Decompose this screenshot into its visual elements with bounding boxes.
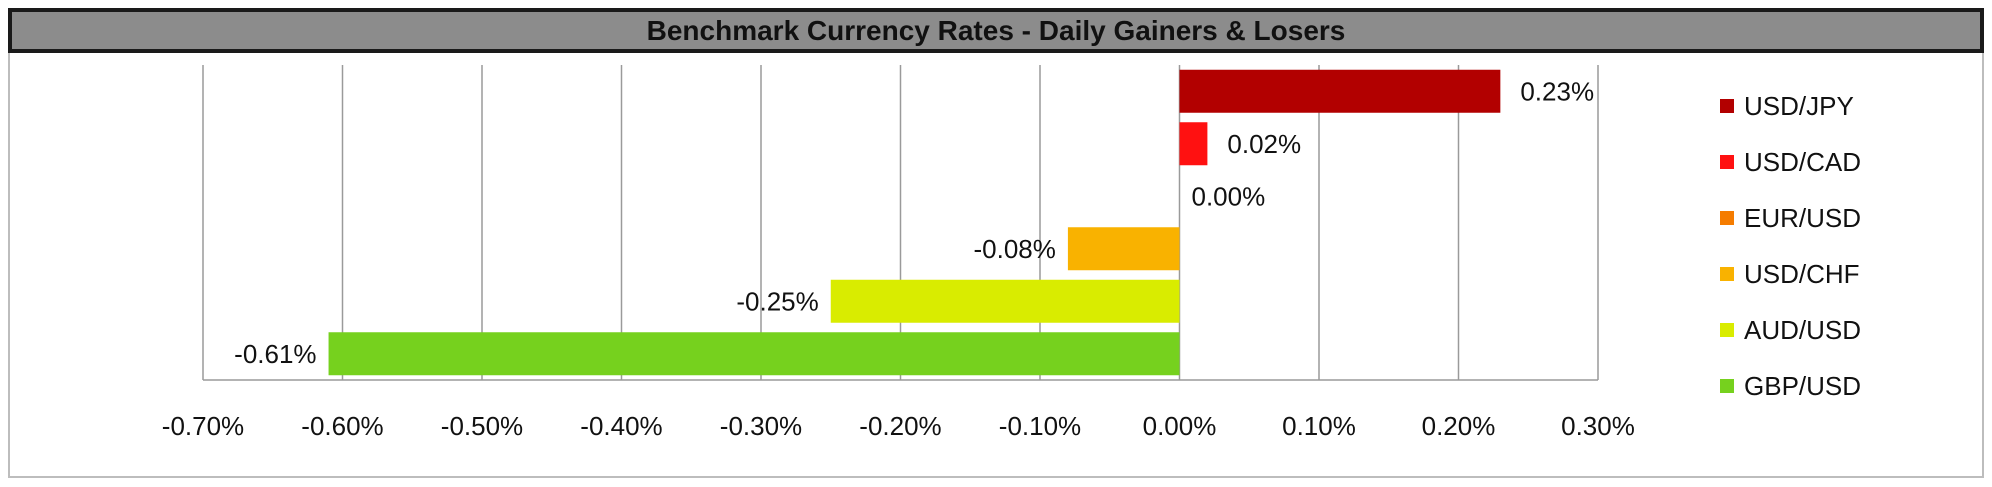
legend-item: USD/JPY [1720, 78, 1980, 134]
x-tick-label: 0.20% [1422, 411, 1496, 441]
legend-label: AUD/USD [1744, 314, 1862, 345]
legend-label: USD/CHF [1744, 258, 1860, 289]
legend-swatch [1720, 379, 1734, 393]
chart-title: Benchmark Currency Rates - Daily Gainers… [646, 14, 1346, 46]
x-tick-label: -0.20% [859, 411, 941, 441]
legend-swatch [1720, 323, 1734, 337]
legend-label: USD/CAD [1744, 146, 1862, 177]
legend-swatch [1720, 211, 1734, 225]
bar [1067, 227, 1180, 271]
x-tick-label: -0.60% [301, 411, 383, 441]
legend-swatch [1720, 267, 1734, 281]
legend-item: USD/CAD [1720, 134, 1980, 190]
x-tick-label: 0.10% [1282, 411, 1356, 441]
data-label: -0.08% [974, 234, 1056, 264]
x-tick-label: -0.70% [162, 411, 244, 441]
legend-label: USD/JPY [1744, 90, 1854, 121]
data-label: -0.25% [736, 286, 818, 316]
x-tick-label: 0.30% [1561, 411, 1635, 441]
legend-item: GBP/USD [1720, 358, 1980, 414]
legend-item: AUD/USD [1720, 302, 1980, 358]
bar [328, 332, 1180, 376]
x-tick-label: -0.30% [720, 411, 802, 441]
gridlines [202, 65, 1599, 381]
data-label: -0.61% [234, 339, 316, 369]
chart-frame [8, 53, 1984, 478]
legend-label: EUR/USD [1744, 202, 1862, 233]
data-label: 0.02% [1227, 129, 1301, 159]
legend-swatch [1720, 155, 1734, 169]
data-label: 0.23% [1520, 76, 1594, 106]
x-tick-label: -0.50% [441, 411, 523, 441]
legend-item: USD/CHF [1720, 246, 1980, 302]
bar [830, 279, 1180, 323]
bars [328, 69, 1501, 376]
legend: USD/JPY USD/CAD EUR/USD USD/CHF AUD/USD GBP/U… [1720, 78, 1980, 414]
legend-swatch [1720, 99, 1734, 113]
legend-item: EUR/USD [1720, 190, 1980, 246]
chart-title-bar: Benchmark Currency Rates - Daily Gainers… [8, 8, 1984, 53]
x-axis-ticks: -0.70% -0.60% -0.50% -0.40% -0.30% -0.20% -0.1… [162, 411, 1635, 441]
data-label: 0.00% [1192, 181, 1266, 211]
x-tick-label: -0.40% [580, 411, 662, 441]
data-labels: 0.23% 0.02% 0.00% -0.08% -0.25% -0.61% [234, 76, 1594, 369]
x-tick-label: 0.00% [1143, 411, 1217, 441]
bar [1179, 69, 1501, 113]
bar [1179, 122, 1208, 166]
legend-label: GBP/USD [1744, 370, 1862, 401]
x-tick-label: -0.10% [999, 411, 1081, 441]
